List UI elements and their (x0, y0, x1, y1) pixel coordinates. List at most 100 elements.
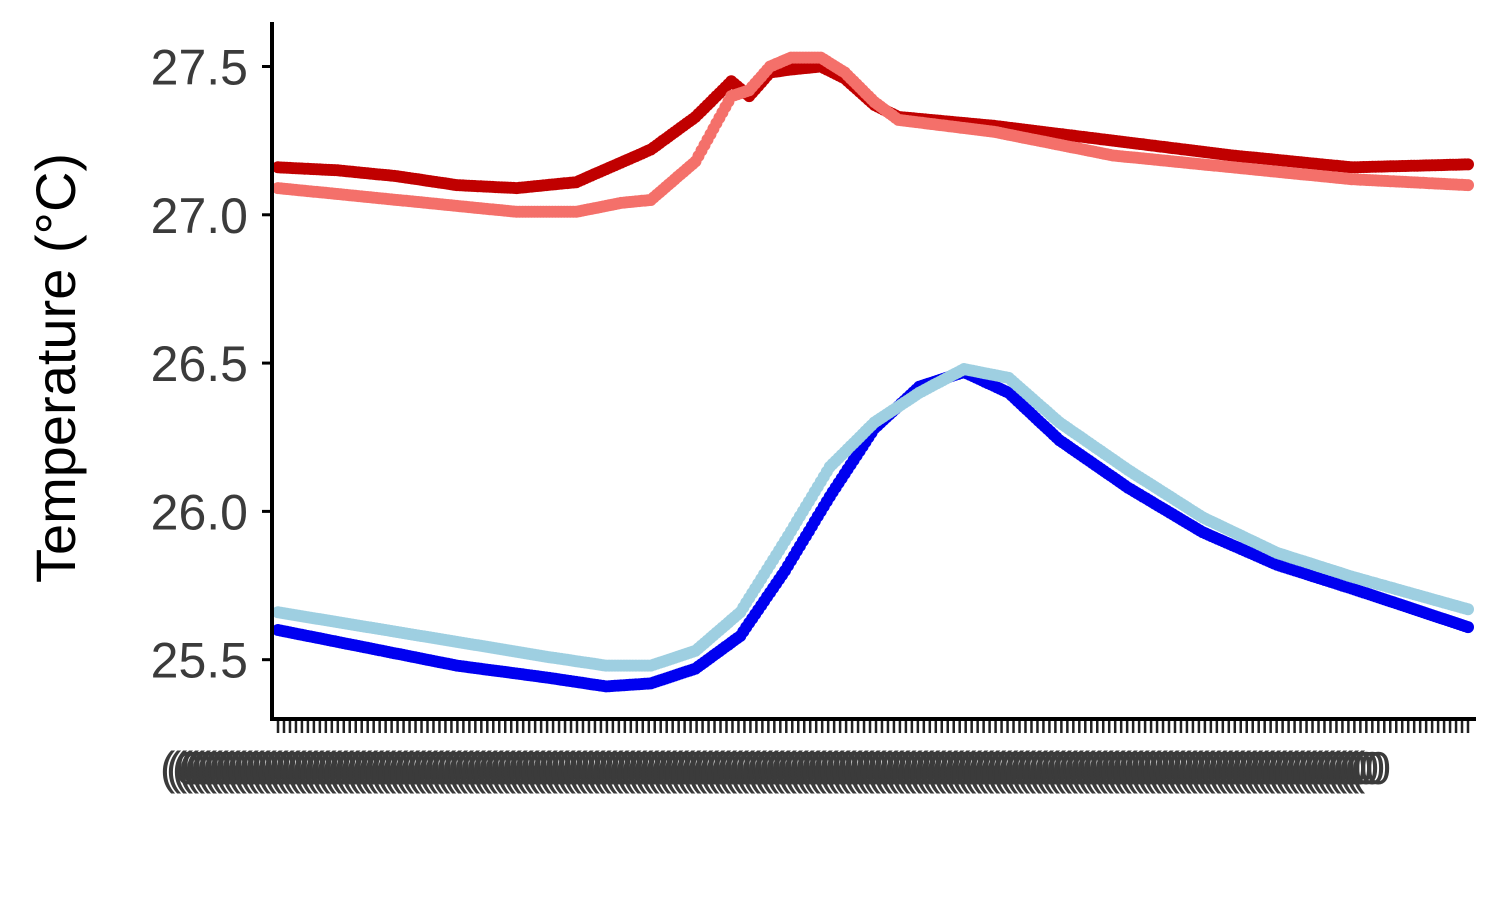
x-tick-label: (0 (531, 742, 572, 794)
x-tick-label: (0 (776, 742, 817, 794)
x-tick-label: (0 (429, 742, 470, 794)
x-tick-label: (0 (1314, 742, 1355, 794)
x-tick-label: (0 (172, 742, 213, 794)
x-tick-label: (0 (722, 742, 763, 794)
x-tick-label: (0 (973, 742, 1014, 794)
x-tick-label: (0 (435, 742, 476, 794)
x-tick-label: (0 (561, 742, 602, 794)
series-0 (272, 60, 1474, 195)
x-tick-label: (0 (333, 742, 374, 794)
x-tick-label: (0 (256, 742, 297, 794)
x-tick-label: (0 (471, 742, 512, 794)
x-tick-label: (0 (322, 742, 363, 794)
x-tick-label: (0 (1302, 742, 1343, 794)
x-tick-label: (0 (770, 742, 811, 794)
x-tick-label: (0 (878, 742, 919, 794)
x-tick-label: (0 (184, 742, 225, 794)
x-tick-label: (0 (842, 742, 883, 794)
x-tick-label: (0 (872, 742, 913, 794)
data-point (1462, 603, 1474, 616)
x-tick-label: (0 (1069, 742, 1110, 794)
x-tick-label: (0 (728, 742, 769, 794)
x-tick-label: (0 (1201, 742, 1242, 794)
y-tick-label: 27.0 (151, 188, 248, 244)
x-tick-label: (0 (1326, 742, 1367, 794)
x-tick-label: (0 (543, 742, 584, 794)
x-tick-label: (0 (220, 742, 261, 794)
x-tick-label: (0 (1296, 742, 1337, 794)
x-tick-label: (0 (178, 742, 219, 794)
x-tick-label: (0 (208, 742, 249, 794)
x-tick-label: (0 (1117, 742, 1158, 794)
x-tick-label: (0 (955, 742, 996, 794)
x-tick-label: (0 (638, 742, 679, 794)
x-tick-label: (0 (1057, 742, 1098, 794)
x-tick-label: (0 (238, 742, 279, 794)
x-tick-label: (0 (961, 742, 1002, 794)
x-tick-label: (0 (1195, 742, 1236, 794)
x-tick-label: (0 (1153, 742, 1194, 794)
x-tick-label: (0 (1159, 742, 1200, 794)
x-tick-label: (0 (166, 742, 207, 794)
x-tick-label: (0 (1207, 742, 1248, 794)
x-tick-label: (0 (1344, 742, 1385, 794)
x-tick-label: (0 (1135, 742, 1176, 794)
x-tick-label: (0 (196, 742, 237, 794)
x-tick-label: (0 (280, 742, 321, 794)
x-tick-label: (0 (232, 742, 273, 794)
y-tick-label: 26.0 (151, 484, 248, 540)
x-tick-label: (0 (848, 742, 889, 794)
x-tick-label: (0 (806, 742, 847, 794)
x-tick-label: (0 (483, 742, 524, 794)
series-1 (272, 51, 1474, 218)
x-tick-label: (0 (1260, 742, 1301, 794)
x-tick-label: (0 (866, 742, 907, 794)
x-tick-label: (0 (1266, 742, 1307, 794)
x-tick-label: (0 (621, 742, 662, 794)
x-tick-label: (0 (519, 742, 560, 794)
x-tick-label: (0 (1021, 742, 1062, 794)
x-tick-label: (0 (716, 742, 757, 794)
x-tick-label: (0 (1242, 742, 1283, 794)
x-tick-label: (0 (674, 742, 715, 794)
x-tick-label: (0 (489, 742, 530, 794)
x-tick-label: (0 (363, 742, 404, 794)
x-tick-label: (0 (1141, 742, 1182, 794)
x-tick-label: (0 (668, 742, 709, 794)
x-tick-label: (0 (626, 742, 667, 794)
x-tick-label: (0 (836, 742, 877, 794)
x-tick-label: (0 (345, 742, 386, 794)
x-tick-label: (0 (597, 742, 638, 794)
y-axis-ticks: 25.5 26.0 26.5 27.0 27.5 (151, 39, 272, 689)
x-tick-label: (0 (1230, 742, 1271, 794)
x-tick-label: (0 (411, 742, 452, 794)
x-tick-label: (0 (919, 742, 960, 794)
x-tick-label: (0 (1063, 742, 1104, 794)
data-point (1462, 179, 1474, 192)
x-tick-label: (0 (525, 742, 566, 794)
x-tick-label: (0 (405, 742, 446, 794)
x-tick-label: (0 (495, 742, 536, 794)
x-tick-label: (0 (250, 742, 291, 794)
x-tick-label: (0 (824, 742, 865, 794)
x-tick-label: (0 (357, 742, 398, 794)
x-tick-label: (0 (890, 742, 931, 794)
x-tick-label: (0 (1278, 742, 1319, 794)
x-tick-label: (0 (1099, 742, 1140, 794)
x-tick-label: (0 (1075, 742, 1116, 794)
x-tick-label: (0 (615, 742, 656, 794)
x-tick-label: (0 (1218, 742, 1259, 794)
x-tick-label: (0 (1350, 742, 1391, 794)
x-tick-label: (0 (585, 742, 626, 794)
x-tick-label: (0 (782, 742, 823, 794)
x-tick-label: (0 (1045, 742, 1086, 794)
x-tick-label: (0 (453, 742, 494, 794)
x-tick-label: (0 (1051, 742, 1092, 794)
x-tick-label: (0 (441, 742, 482, 794)
x-tick-label: (0 (1189, 742, 1230, 794)
x-tick-label: (0 (1147, 742, 1188, 794)
x-tick-label: (0 (1129, 742, 1170, 794)
y-tick-label: 27.5 (151, 39, 248, 95)
x-tick-label: (0 (908, 742, 949, 794)
